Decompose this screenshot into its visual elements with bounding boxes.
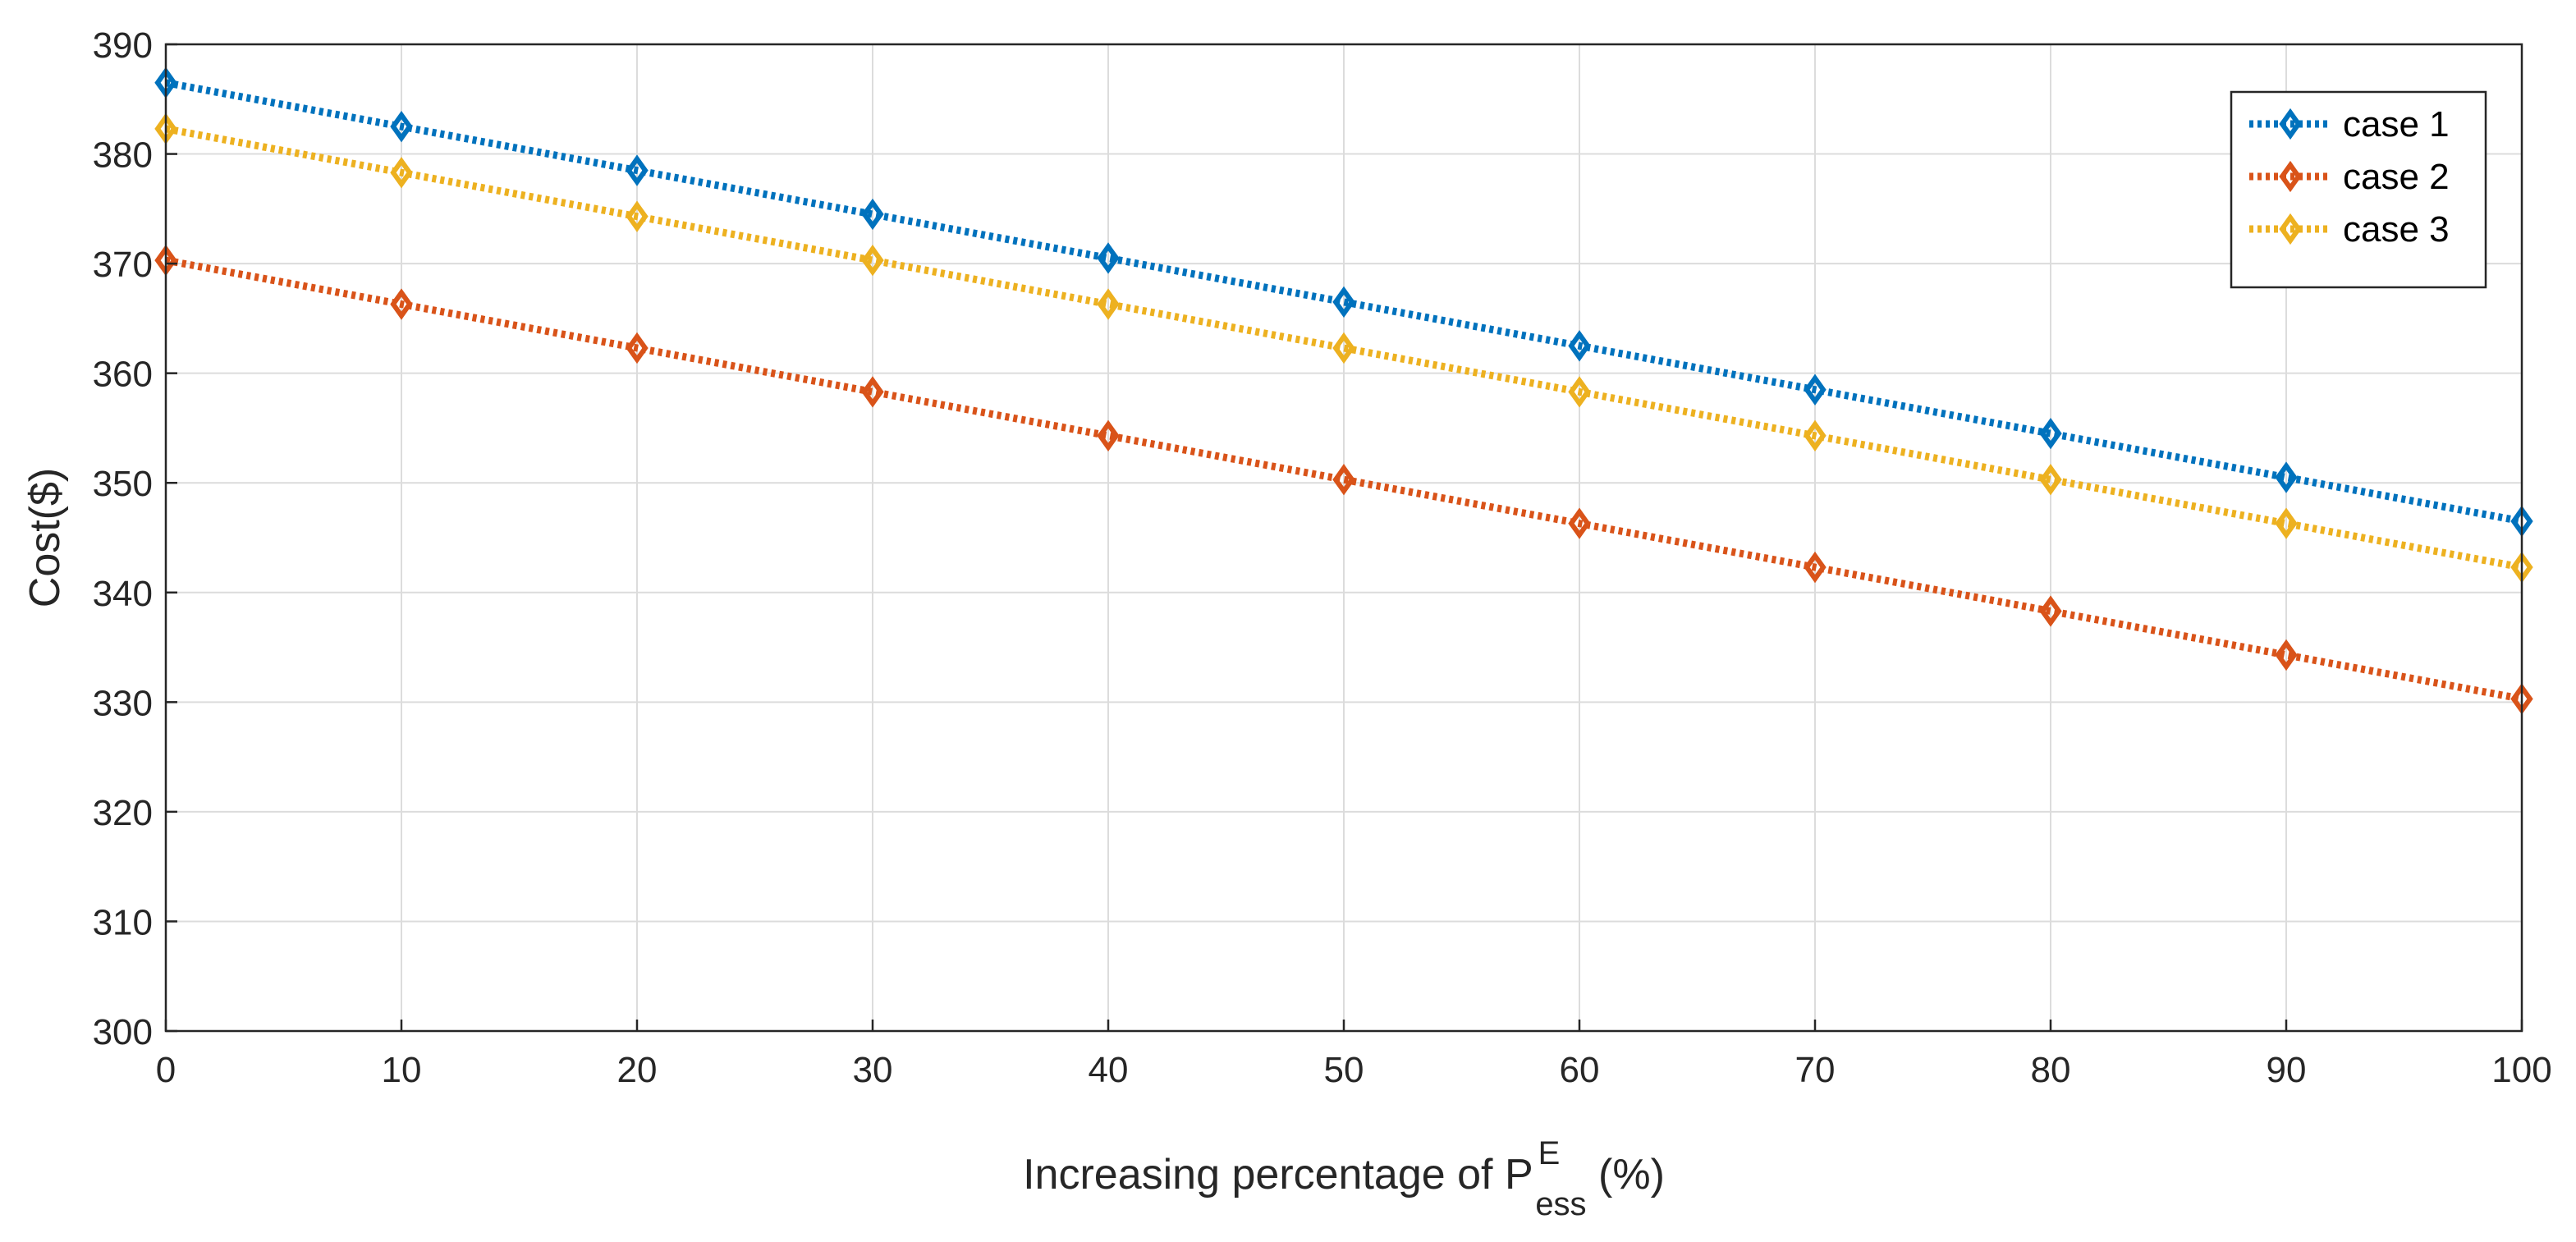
legend-box: [2230, 90, 2487, 289]
data-point-case-2: [1097, 419, 1120, 451]
legend-entry-case-1: case 1: [2249, 104, 2450, 144]
data-point-case-2: [390, 288, 413, 320]
series-line-case-3: [165, 125, 2523, 571]
x-axis-label-subscript: ess: [1535, 1186, 1586, 1222]
series-line-case-1: [165, 79, 2523, 525]
data-point-case-1: [2039, 417, 2062, 450]
y-tick-label: 320: [93, 793, 153, 833]
y-tick-label: 300: [93, 1012, 153, 1052]
y-tick-label: 380: [93, 135, 153, 176]
x-tick-label: 90: [2267, 1050, 2307, 1090]
data-point-case-1: [1332, 286, 1355, 319]
x-axis-label-superscript: E: [1538, 1135, 1561, 1171]
x-axis-label-prefix: Increasing percentage of P: [1023, 1151, 1533, 1198]
y-tick-label: 370: [93, 245, 153, 285]
data-point-case-3: [1804, 419, 1827, 451]
series-line-case-2: [165, 256, 2523, 703]
y-axis-label: Cost($): [21, 468, 69, 607]
data-point-case-3: [2039, 464, 2062, 496]
x-tick-label: 60: [1560, 1050, 1600, 1090]
data-point-case-2: [1804, 551, 1827, 584]
x-tick-label: 50: [1324, 1050, 1364, 1090]
legend-label: case 1: [2343, 104, 2450, 144]
series-markers: [154, 66, 2533, 715]
data-point-case-2: [1332, 464, 1355, 496]
data-point-case-2: [626, 332, 649, 364]
y-tick-label: 310: [93, 902, 153, 942]
legend-label: case 3: [2343, 209, 2450, 250]
data-point-case-1: [2275, 461, 2298, 493]
data-point-case-1: [1804, 374, 1827, 406]
data-point-case-3: [626, 200, 649, 232]
y-tick-label: 360: [93, 355, 153, 395]
legend-marker: [2279, 213, 2302, 245]
data-point-case-1: [861, 198, 884, 231]
data-point-case-2: [1568, 507, 1591, 539]
x-tick-label: 10: [382, 1050, 422, 1090]
x-tick-label: 20: [617, 1050, 658, 1090]
x-tick-label: 80: [2031, 1050, 2071, 1090]
data-point-case-1: [390, 111, 413, 143]
legend-marker: [2279, 160, 2302, 193]
data-point-case-1: [1097, 242, 1120, 274]
data-point-case-1: [1568, 330, 1591, 362]
data-point-case-3: [390, 157, 413, 189]
x-axis-ticks: 0 10 20 30 40 50 60 70 80 90 100: [156, 1020, 2552, 1090]
y-tick-label: 390: [93, 25, 153, 66]
data-point-case-3: [1568, 376, 1591, 408]
data-point-case-2: [2275, 639, 2298, 671]
data-point-case-3: [861, 244, 884, 277]
legend-label: case 2: [2343, 157, 2450, 197]
legend-marker: [2279, 108, 2302, 140]
data-point-case-1: [626, 154, 649, 186]
x-axis-label-suffix: (%): [1587, 1151, 1665, 1198]
x-tick-label: 40: [1089, 1050, 1129, 1090]
y-axis-ticks: 300 310 320 330 340 350 360 370 380 390: [93, 25, 177, 1052]
data-point-case-2: [2039, 595, 2062, 627]
data-point-case-3: [2275, 507, 2298, 539]
y-tick-label: 350: [93, 464, 153, 504]
legend-entry-case-2: case 2: [2249, 157, 2450, 197]
legend-entries: case 1 case 2 case 3: [2249, 104, 2450, 250]
x-tick-label: 100: [2491, 1050, 2551, 1090]
data-point-case-2: [861, 376, 884, 408]
data-point-case-3: [1097, 288, 1120, 320]
x-tick-label: 70: [1795, 1050, 1836, 1090]
legend: case 1 case 2 case 3: [2230, 90, 2487, 289]
legend-entry-case-3: case 3: [2249, 209, 2450, 250]
data-point-case-3: [1332, 332, 1355, 364]
y-tick-label: 340: [93, 574, 153, 614]
x-tick-label: 0: [156, 1050, 176, 1090]
x-tick-label: 30: [853, 1050, 893, 1090]
series-lines: [165, 79, 2523, 703]
y-tick-label: 330: [93, 683, 153, 723]
